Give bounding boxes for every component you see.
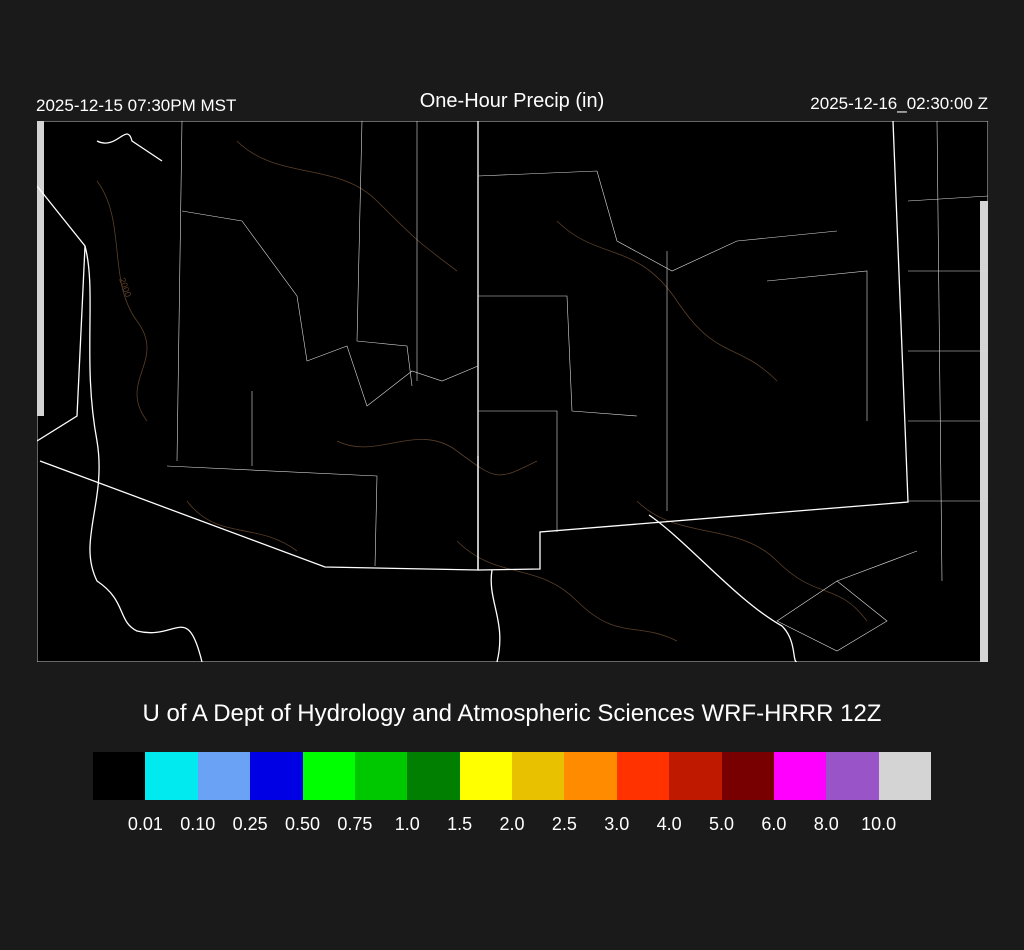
colorbar-swatch xyxy=(669,752,722,800)
state-boundaries xyxy=(37,121,909,662)
colorbar-swatch xyxy=(564,752,617,800)
colorbar-swatch xyxy=(459,752,512,800)
colorbar-label: 5.0 xyxy=(708,814,735,834)
colorbar-labels: 0.01 0.10 0.25 0.50 0.75 1.0 1.5 2.0 2.5 3.0 4.0 5.… xyxy=(93,814,931,838)
colorbar-swatch xyxy=(512,752,565,800)
colorbar-label: 10.0 xyxy=(861,814,897,834)
colorbar-label: 2.0 xyxy=(499,814,525,834)
colorbar-swatch xyxy=(250,752,303,800)
colorbar-swatch xyxy=(354,752,408,800)
map-background xyxy=(37,121,988,662)
colorbar-swatch xyxy=(616,752,670,800)
colorbar-label: 3.0 xyxy=(604,814,630,834)
terrain-contours xyxy=(96,140,868,642)
colorbar-label: 0.25 xyxy=(232,814,268,834)
colorbar-swatch xyxy=(145,752,198,800)
colorbar-swatch xyxy=(93,752,146,800)
county-boundaries xyxy=(166,121,988,652)
colorbar-label: 1.0 xyxy=(394,814,420,834)
colorbar-swatch xyxy=(773,752,827,800)
credit-text: U of A Dept of Hydrology and Atmospheric… xyxy=(142,700,882,727)
colorbar-swatch xyxy=(721,752,774,800)
valid-time-label: 2025-12-16_02:30:00 Z xyxy=(810,94,988,113)
colorbar-label: 8.0 xyxy=(813,814,839,834)
precip-colorbar xyxy=(93,752,931,800)
map-title: One-Hour Precip (in) xyxy=(419,90,605,112)
precip-map: 2000 xyxy=(37,121,988,662)
colorbar-label: 6.0 xyxy=(761,814,787,834)
colorbar-swatch xyxy=(197,752,251,800)
map-edge-fill-left xyxy=(37,121,44,416)
colorbar-label: 0.01 xyxy=(127,814,163,834)
map-edge-fill-right xyxy=(980,201,988,662)
colorbar-swatch xyxy=(302,752,355,800)
local-time-label: 2025-12-15 07:30PM MST xyxy=(36,96,237,115)
colorbar-label: 4.0 xyxy=(656,814,682,834)
colorbar-label: 1.5 xyxy=(447,814,473,834)
colorbar-swatch xyxy=(878,752,931,800)
colorbar-label: 2.5 xyxy=(551,814,577,834)
colorbar-swatch xyxy=(407,752,460,800)
colorbar-label: 0.50 xyxy=(284,814,321,834)
colorbar-swatch xyxy=(826,752,879,800)
colorbar-label: 0.75 xyxy=(337,814,373,834)
colorbar-label: 0.10 xyxy=(180,814,216,834)
